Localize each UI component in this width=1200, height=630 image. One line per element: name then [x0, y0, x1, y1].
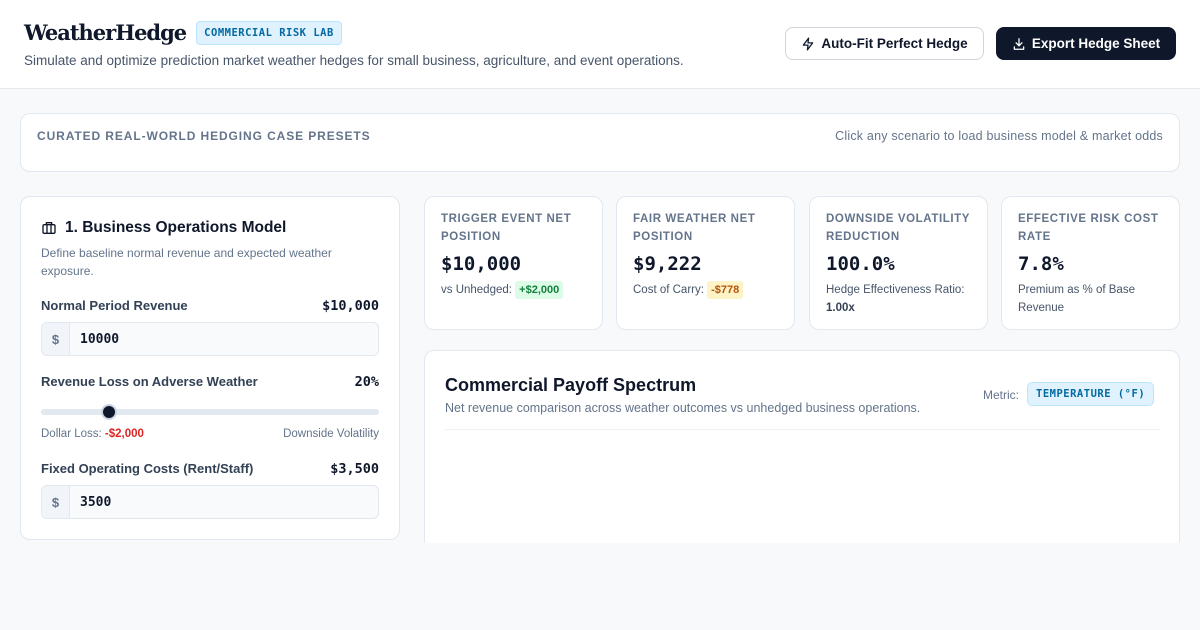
fixed-costs-label: Fixed Operating Costs (Rent/Staff) [41, 461, 254, 476]
kpi-subtext-label: Cost of Carry: [633, 284, 704, 296]
kpi-subtext: Hedge Effectiveness Ratio: 1.00x [826, 281, 978, 317]
presets-hint: Click any scenario to load business mode… [835, 129, 1163, 143]
export-hedge-sheet-label: Export Hedge Sheet [1031, 36, 1161, 51]
kpi-label: EFFECTIVE RISK COST RATE [1018, 213, 1159, 243]
dollar-loss-readout: Dollar Loss: -$2,000 [41, 428, 144, 440]
dollar-loss-label: Dollar Loss: [41, 428, 102, 440]
case-presets-panel: CURATED REAL-WORLD HEDGING CASE PRESETS … [20, 113, 1180, 172]
kpi-label: DOWNSIDE VOLATILITY REDUCTION [826, 213, 970, 243]
kpi-delta-badge: -$778 [707, 281, 744, 299]
kpi-card-volatility-reduction: DOWNSIDE VOLATILITY REDUCTION 100.0% Hed… [809, 196, 988, 330]
spectrum-title: Commercial Payoff Spectrum [445, 375, 697, 395]
ops-description: Define baseline normal revenue and expec… [41, 246, 332, 278]
kpi-card-risk-cost-rate: EFFECTIVE RISK COST RATE 7.8% Premium as… [1001, 196, 1180, 330]
brand-badge: COMMERCIAL RISK LAB [196, 20, 342, 45]
loss-label: Revenue Loss on Adverse Weather [41, 374, 258, 389]
kpi-subtext: Cost of Carry: -$778 [633, 281, 785, 299]
payoff-spectrum-panel: Commercial Payoff Spectrum Net revenue c… [424, 350, 1180, 550]
ops-title: 1. Business Operations Model [65, 219, 287, 236]
kpi-card-fair-weather: FAIR WEATHER NET POSITION $9,222 Cost of… [616, 196, 795, 330]
spectrum-divider [445, 429, 1160, 430]
metric-selector[interactable]: TEMPERATURE (°F) [1027, 382, 1155, 406]
loss-slider-thumb[interactable] [100, 404, 117, 420]
kpi-value: $9,222 [633, 253, 702, 275]
kpi-delta-badge: +$2,000 [515, 281, 564, 299]
kpi-subtext-value: 1.00x [826, 302, 855, 314]
kpi-card-trigger-event: TRIGGER EVENT NET POSITION $10,000 vs Un… [424, 196, 603, 330]
kpi-subtext: Premium as % of Base Revenue [1018, 284, 1135, 314]
downside-volatility-label: Downside Volatility [283, 428, 379, 440]
download-icon [1013, 37, 1025, 50]
kpi-subtext-label: vs Unhedged: [441, 284, 512, 296]
loss-slider[interactable] [41, 404, 379, 420]
kpi-value: 100.0% [826, 253, 895, 275]
kpi-label: FAIR WEATHER NET POSITION [633, 213, 756, 243]
fixed-costs-input[interactable] [70, 486, 370, 518]
ops-title-row: 1. Business Operations Model [41, 219, 286, 237]
lightning-icon [803, 37, 814, 50]
kpi-subtext-label: Hedge Effectiveness Ratio: [826, 284, 965, 296]
kpi-label: TRIGGER EVENT NET POSITION [441, 213, 572, 243]
export-hedge-sheet-button[interactable]: Export Hedge Sheet [996, 27, 1176, 60]
tagline: Simulate and optimize prediction market … [24, 53, 684, 68]
presets-title: CURATED REAL-WORLD HEDGING CASE PRESETS [37, 129, 371, 143]
business-operations-panel: 1. Business Operations Model Define base… [20, 196, 400, 540]
viewport-bottom [0, 543, 1200, 630]
fixed-costs-currency-prefix: $ [42, 486, 70, 518]
spectrum-description: Net revenue comparison across weather ou… [445, 401, 921, 415]
kpi-value: 7.8% [1018, 253, 1064, 275]
auto-fit-hedge-label: Auto-Fit Perfect Hedge [821, 36, 968, 51]
kpi-subtext: vs Unhedged: +$2,000 [441, 281, 593, 299]
revenue-currency-prefix: $ [42, 323, 70, 355]
app-header: WeatherHedge COMMERCIAL RISK LAB Simulat… [0, 0, 1200, 89]
brand-logo: WeatherHedge [24, 20, 187, 45]
revenue-input[interactable] [70, 323, 370, 355]
briefcase-icon [42, 222, 56, 234]
fixed-costs-value: $3,500 [330, 461, 379, 477]
revenue-input-box: $ [41, 322, 379, 356]
auto-fit-hedge-button[interactable]: Auto-Fit Perfect Hedge [785, 27, 984, 60]
fixed-costs-input-box: $ [41, 485, 379, 519]
dollar-loss-value: -$2,000 [104, 428, 144, 440]
kpi-value: $10,000 [441, 253, 522, 275]
loss-value: 20% [354, 374, 379, 390]
revenue-label: Normal Period Revenue [41, 298, 188, 313]
brand-row: WeatherHedge COMMERCIAL RISK LAB [24, 20, 342, 45]
metric-label: Metric: [983, 388, 1019, 402]
revenue-value: $10,000 [322, 298, 379, 314]
